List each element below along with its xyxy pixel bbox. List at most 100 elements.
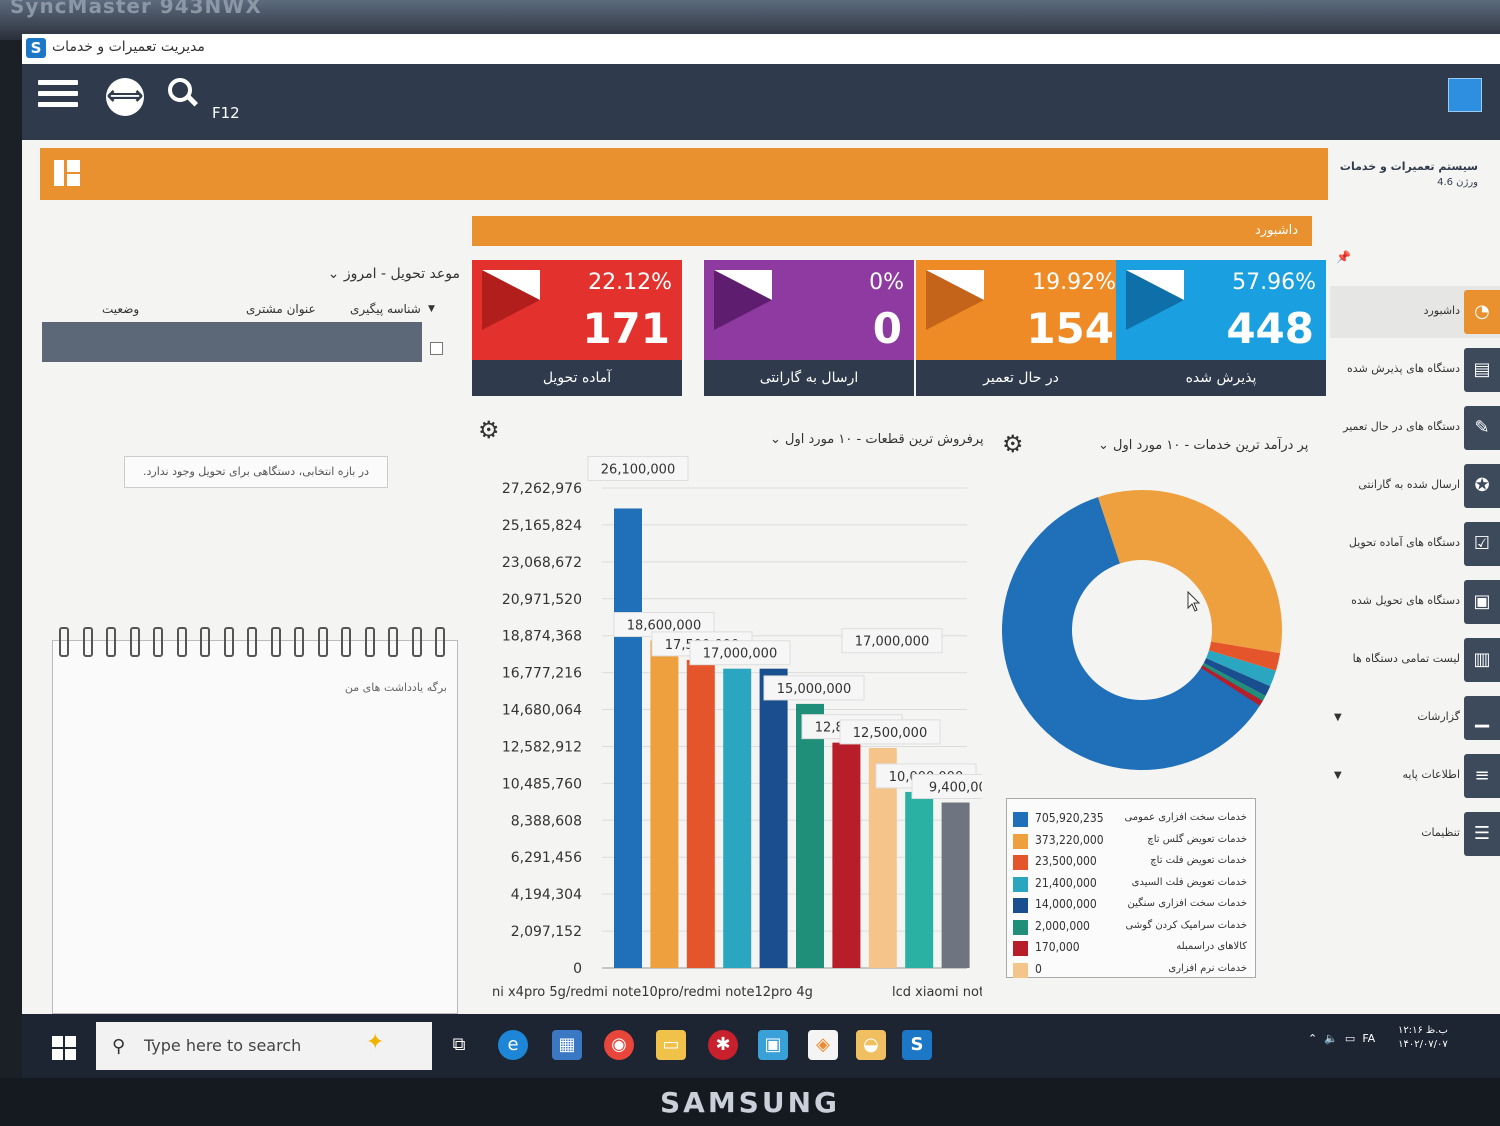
legend-item[interactable]: 0 خدمات نرم افزاری <box>1013 960 1251 980</box>
search-icon[interactable] <box>168 78 199 112</box>
col-status[interactable]: وضعیت <box>102 302 140 316</box>
notepad-ring <box>364 627 375 657</box>
bar[interactable] <box>723 668 752 968</box>
shortcut-label: F12 <box>212 104 240 122</box>
bar[interactable] <box>650 640 679 968</box>
window-titlebar[interactable]: S مدیریت تعمیرات و خدمات <box>22 34 1500 65</box>
y-tick-label: 16,777,216 <box>502 666 582 682</box>
sidebar-item[interactable]: دستگاه های در حال تعمیر ✎ <box>1330 402 1500 454</box>
donut-slice[interactable] <box>1206 650 1276 687</box>
kpi-card[interactable]: 57.96% 448 پذیرش شده <box>1116 260 1326 396</box>
y-tick-label: 23,068,672 <box>502 555 582 571</box>
sidebar-item[interactable]: اطلاعات پایه ≡ ▼ <box>1330 750 1500 802</box>
legend-item[interactable]: 170,000 کالاهای دراسمبله <box>1013 938 1251 958</box>
donut-slice[interactable] <box>1200 665 1263 706</box>
y-tick-label: 6,291,456 <box>511 850 582 866</box>
chevron-down-icon: ⌄ <box>1098 438 1109 453</box>
legend-item[interactable]: 2,000,000 خدمات سرامیک کردن گوشی <box>1013 917 1251 937</box>
legend-item[interactable]: 705,920,235 خدمات سخت افزاری عمومی <box>1013 809 1251 829</box>
bar[interactable] <box>905 791 934 968</box>
sidebar-item[interactable]: گزارشات ▁ ▼ <box>1330 692 1500 744</box>
bar[interactable] <box>614 508 642 968</box>
chevron-up-icon[interactable]: ⌃ <box>1308 1032 1318 1045</box>
anydesk-icon[interactable]: ✱ <box>708 1030 738 1060</box>
sidebar-item[interactable]: دستگاه های تحویل شده ▣ <box>1330 576 1500 628</box>
pinned-app-icon[interactable]: ◒ <box>856 1030 886 1060</box>
taskbar-search-input[interactable]: Type here to search <box>144 1036 302 1055</box>
y-tick-label: 27,262,976 <box>502 481 582 497</box>
sidebar-item[interactable]: لیست تمامی دستگاه ها ▥ <box>1330 634 1500 686</box>
legend-item[interactable]: 21,400,000 خدمات تعویض فلت السیدی <box>1013 874 1251 894</box>
bar[interactable] <box>759 668 788 968</box>
legend-name: خدمات تعویض فلت تاچ <box>1150 855 1247 866</box>
network-icon[interactable]: ▭ <box>1344 1032 1356 1045</box>
col-customer[interactable]: عنوان مشتری <box>246 302 316 316</box>
y-tick-label: 12,582,912 <box>502 739 582 755</box>
sidebar-item[interactable]: داشبورد ◔ <box>1330 286 1500 338</box>
legend-name: خدمات سخت افزاری سنگین <box>1127 898 1248 909</box>
gear-icon[interactable]: ⚙ <box>1002 430 1024 458</box>
app-icon[interactable]: ◈ <box>808 1030 838 1060</box>
gear-icon[interactable]: ⚙ <box>478 416 500 444</box>
data-label: 26,100,000 <box>587 455 689 481</box>
card-page-icon <box>1126 270 1184 330</box>
sidebar-item[interactable]: دستگاه های پذیرش شده ▤ <box>1330 344 1500 396</box>
notepad-ring <box>176 627 187 657</box>
notepad[interactable]: برگه یادداشت های من <box>52 627 458 1014</box>
bar[interactable] <box>832 742 861 968</box>
sidebar-item[interactable]: ارسال شده به گارانتی ✪ <box>1330 460 1500 512</box>
monitor-app-icon[interactable]: ▣ <box>758 1030 788 1060</box>
donut-slice[interactable] <box>1002 497 1265 770</box>
delivery-title[interactable]: موعد تحویل - امروز ⌄ <box>327 266 460 282</box>
edge-icon[interactable]: e <box>498 1030 528 1060</box>
donut-slice[interactable] <box>1203 658 1271 696</box>
donut-slice[interactable] <box>1202 662 1266 701</box>
legend-value: 23,500,000 <box>1035 854 1097 868</box>
file-explorer-icon[interactable]: ▭ <box>656 1030 686 1060</box>
legend-item[interactable]: 373,220,000 خدمات تعویض گلس تاچ <box>1013 831 1251 851</box>
bar[interactable] <box>686 659 715 968</box>
input-language[interactable]: FA <box>1362 1032 1376 1045</box>
parts-chart-title[interactable]: پرفروش ترین قطعات - ۱۰ مورد اول ⌄ <box>770 432 984 447</box>
chrome-icon[interactable]: ◉ <box>604 1030 634 1060</box>
volume-icon[interactable]: 🔈 <box>1324 1032 1338 1045</box>
bar[interactable] <box>796 703 824 968</box>
sidebar-item-label: دستگاه های در حال تعمیر <box>1343 420 1460 433</box>
legend-value: 705,920,235 <box>1035 811 1104 825</box>
donut-slice[interactable] <box>1208 641 1281 671</box>
legend-item[interactable]: 14,000,000 خدمات سخت افزاری سنگین <box>1013 895 1251 915</box>
donut-slice[interactable] <box>1097 490 1282 654</box>
bar[interactable] <box>941 802 970 968</box>
services-chart-title[interactable]: پر درآمد ترین خدمات - ۱۰ مورد اول ⌄ <box>1098 438 1309 453</box>
system-tray[interactable]: ⌃ 🔈 ▭ FA <box>1308 1032 1375 1045</box>
kpi-card[interactable]: 19.92% 154 در حال تعمیر <box>916 260 1126 396</box>
legend-item[interactable]: 23,500,000 خدمات تعویض فلت تاچ <box>1013 852 1251 872</box>
clock[interactable]: ۱۲:۱۶ ب.ظ ۱۴۰۲/۰۷/۰۷ <box>1398 1024 1448 1052</box>
layout-icon[interactable] <box>54 160 80 186</box>
taskbar-search[interactable]: ⚲ Type here to search ✦ <box>96 1022 432 1070</box>
back-arrow-icon[interactable]: ⟺ <box>106 78 144 116</box>
data-label: 12,500,000 <box>839 719 941 745</box>
chevron-down-icon[interactable]: ▼ <box>1334 770 1342 781</box>
pin-icon[interactable]: 📌 <box>1336 250 1351 264</box>
sort-caret-icon[interactable]: ▼ <box>428 304 435 314</box>
menu-icon[interactable] <box>38 80 78 110</box>
notepad-placeholder: برگه یادداشت های من <box>344 681 447 694</box>
windows-start-icon[interactable] <box>52 1036 76 1060</box>
monitor-logo: SAMSUNG <box>659 1086 841 1119</box>
task-view-icon[interactable]: ⧉ <box>452 1034 466 1055</box>
select-all-checkbox[interactable] <box>430 342 443 355</box>
chevron-down-icon[interactable]: ▼ <box>1334 712 1342 723</box>
repair-app-taskbar-icon[interactable]: S <box>902 1030 932 1060</box>
legend-swatch <box>1013 855 1028 870</box>
legend-swatch <box>1013 941 1028 956</box>
notepad-rings <box>59 627 449 657</box>
sidebar-item[interactable]: دستگاه های آماده تحویل ☑ <box>1330 518 1500 570</box>
col-tracking[interactable]: شناسه پیگیری <box>350 302 421 316</box>
kpi-card[interactable]: 0% 0 ارسال به گارانتی <box>704 260 914 396</box>
toolbar: ⟺ F12 <box>22 64 1500 134</box>
kpi-card[interactable]: 22.12% 171 آماده تحویل <box>472 260 682 396</box>
sidebar-item[interactable]: تنظیمات ☰ <box>1330 808 1500 860</box>
store-icon[interactable]: ▦ <box>552 1030 582 1060</box>
y-tick-label: 8,388,608 <box>511 813 582 829</box>
